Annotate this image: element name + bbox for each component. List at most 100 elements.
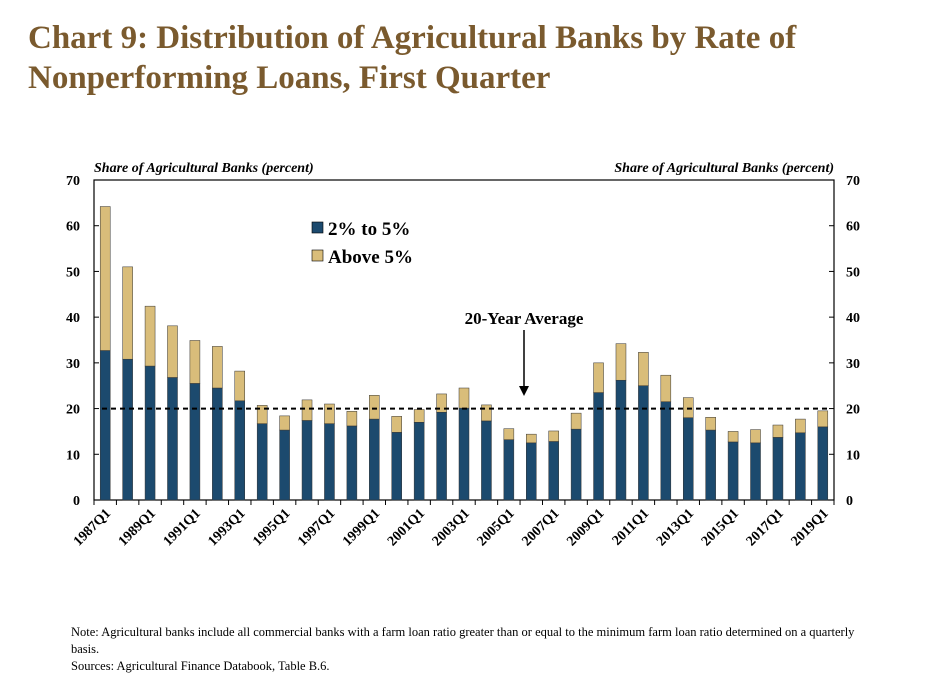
- bar-above-5-1998Q1: [346, 411, 358, 427]
- bar-above-5-1987Q1: [99, 206, 111, 351]
- x-tick-label: 2015Q1: [699, 506, 742, 549]
- bar-2-to-5-1999Q1: [369, 418, 380, 501]
- y-tick-label-left: 50: [66, 265, 80, 280]
- bar-above-5-1990Q1: [167, 325, 178, 378]
- bar-above-5-2018Q1: [795, 418, 806, 434]
- bar-2-to-5-2008Q1: [570, 428, 582, 501]
- bar-2-to-5-1989Q1: [144, 365, 156, 501]
- y-tick-label-right: 0: [846, 494, 853, 509]
- bar-above-5-2010Q1: [615, 343, 627, 381]
- bar-above-5-1997Q1: [324, 403, 335, 424]
- x-tick-label: 1989Q1: [116, 506, 159, 549]
- x-tick-label: 2009Q1: [564, 506, 607, 549]
- x-tick-label: 2007Q1: [519, 506, 562, 549]
- bar-above-5-1988Q1: [122, 266, 133, 360]
- y-tick-label-left: 30: [66, 357, 80, 372]
- bar-above-5-1994Q1: [256, 405, 268, 424]
- x-tick-label: 1999Q1: [340, 506, 383, 549]
- bar-2-to-5-1998Q1: [346, 425, 358, 501]
- bar-above-5-1991Q1: [189, 340, 201, 384]
- x-tick-labels: 1987Q1 1989Q1 1991Q1 1993Q1 1995Q1 1997Q1 1999…: [71, 506, 832, 549]
- bar-above-5-1996Q1: [301, 399, 313, 421]
- bar-2-to-5-1988Q1: [122, 358, 133, 501]
- chart-title: Chart 9: Distribution of Agricultural Ba…: [28, 20, 797, 96]
- x-tick-label: 1987Q1: [71, 506, 114, 549]
- bar-above-5-2014Q1: [705, 417, 716, 431]
- bar-2-to-5-1987Q1: [99, 350, 111, 501]
- x-tick-label: 2013Q1: [654, 506, 697, 549]
- bar-2-to-5-2016Q1: [750, 442, 761, 501]
- bar-above-5-2000Q1: [391, 416, 402, 433]
- footnotes: Note: Agricultural banks include all com…: [71, 624, 871, 675]
- bar-2-to-5-2004Q1: [481, 420, 492, 501]
- bar-above-5-2002Q1: [436, 393, 447, 413]
- reference-line-label: 20-Year Average: [465, 309, 584, 328]
- bar-2-to-5-1996Q1: [301, 420, 313, 501]
- y-tick-label-left: 20: [66, 403, 80, 418]
- sources-text: Sources: Agricultural Finance Databook, …: [71, 659, 330, 673]
- bar-2-to-5-2001Q1: [413, 422, 425, 501]
- y-tick-label-right: 50: [846, 265, 860, 280]
- y-tick-label-left: 70: [66, 174, 80, 189]
- y-tick-label-left: 60: [66, 220, 80, 235]
- x-tick-label: 2003Q1: [430, 506, 473, 549]
- note-text: Note: Agricultural banks include all com…: [71, 625, 855, 656]
- bar-above-5-2012Q1: [660, 374, 672, 402]
- bars: [99, 206, 829, 501]
- bar-above-5-2008Q1: [570, 412, 582, 430]
- x-tick-label: 1995Q1: [250, 506, 293, 549]
- legend-swatch-above-5: [311, 249, 324, 262]
- legend: 2% to 5% Above 5%: [311, 219, 413, 268]
- legend-swatch-2-to-5: [311, 221, 324, 234]
- y-axis-label-right: Share of Agricultural Banks (percent): [614, 161, 834, 176]
- bar-2-to-5-2013Q1: [682, 417, 694, 501]
- x-tick-label: 2001Q1: [385, 506, 428, 549]
- y-tick-label-right: 40: [846, 311, 860, 326]
- bar-2-to-5-2005Q1: [503, 439, 515, 501]
- bar-above-5-2011Q1: [638, 352, 649, 386]
- bar-above-5-2005Q1: [503, 428, 515, 440]
- bar-above-5-1993Q1: [234, 370, 246, 402]
- x-tick-label: 1997Q1: [295, 506, 338, 549]
- y-tick-label-right: 70: [846, 174, 860, 189]
- bar-above-5-2004Q1: [481, 404, 492, 422]
- x-tick-label: 1991Q1: [161, 506, 204, 549]
- bar-2-to-5-2011Q1: [638, 385, 649, 501]
- x-tick-label: 1993Q1: [206, 506, 249, 549]
- bar-chart: 0 0 10 10 20 20 30 30 40 40 50 50 60 60 70 70 1987Q1 198…: [66, 161, 860, 549]
- x-tick-label: 2019Q1: [789, 506, 832, 549]
- y-tick-label-right: 60: [846, 220, 860, 235]
- bar-2-to-5-2003Q1: [458, 407, 470, 501]
- bar-2-to-5-2000Q1: [391, 432, 402, 501]
- bar-2-to-5-2015Q1: [727, 441, 739, 501]
- y-tick-label-left: 0: [73, 494, 80, 509]
- bar-2-to-5-1990Q1: [167, 377, 178, 501]
- bar-2-to-5-2019Q1: [817, 426, 829, 501]
- x-tick-label: 2017Q1: [744, 506, 787, 549]
- y-tick-label-right: 20: [846, 403, 860, 418]
- y-axis-label-left: Share of Agricultural Banks (percent): [94, 161, 314, 176]
- reference-arrow-head: [519, 386, 529, 396]
- y-tick-label-right: 10: [846, 448, 860, 463]
- bar-above-5-2016Q1: [750, 429, 761, 444]
- bar-2-to-5-2012Q1: [660, 401, 672, 501]
- bar-above-5-1992Q1: [212, 346, 223, 389]
- bar-2-to-5-1993Q1: [234, 400, 246, 501]
- bar-above-5-1989Q1: [144, 305, 156, 367]
- x-tick-label: 2011Q1: [610, 506, 653, 549]
- bar-2-to-5-2018Q1: [795, 432, 806, 501]
- bar-above-5-2006Q1: [526, 433, 537, 444]
- bar-2-to-5-1992Q1: [212, 387, 223, 501]
- bar-2-to-5-2002Q1: [436, 411, 447, 501]
- legend-label-above-5: Above 5%: [328, 247, 413, 268]
- x-tick-label: 2005Q1: [475, 506, 518, 549]
- legend-label-2-to-5: 2% to 5%: [328, 219, 410, 240]
- bar-2-to-5-1991Q1: [189, 383, 201, 501]
- bar-above-5-1999Q1: [369, 395, 380, 420]
- bar-2-to-5-2014Q1: [705, 429, 716, 501]
- bar-above-5-1995Q1: [279, 415, 290, 431]
- bar-above-5-2009Q1: [593, 362, 604, 393]
- bar-2-to-5-2017Q1: [772, 437, 784, 501]
- bar-above-5-2001Q1: [413, 409, 425, 423]
- y-tick-label-left: 10: [66, 448, 80, 463]
